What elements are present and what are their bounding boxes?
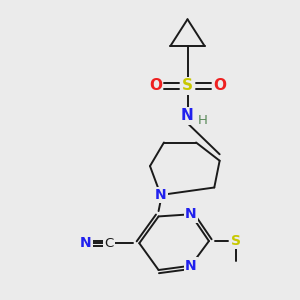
Text: N: N [185,259,197,273]
Text: S: S [231,234,241,248]
Text: N: N [185,207,197,221]
Text: N: N [155,188,167,202]
Text: O: O [149,78,162,93]
Text: N: N [181,108,194,123]
Text: O: O [213,78,226,93]
Text: S: S [182,78,193,93]
Text: N: N [80,236,92,250]
Text: H: H [198,113,207,127]
Text: C: C [105,237,114,250]
